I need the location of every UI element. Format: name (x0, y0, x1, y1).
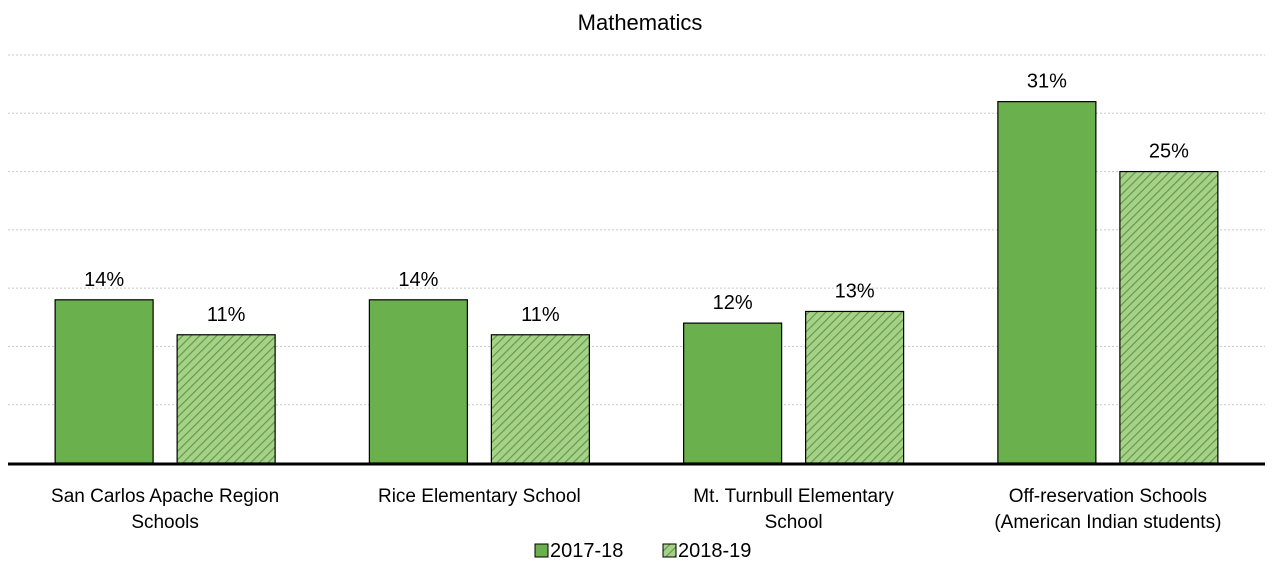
bars (54, 101, 1219, 464)
data-label: 14% (84, 269, 124, 291)
category-label: Rice Elementary School (378, 486, 581, 507)
legend-swatch (534, 543, 549, 558)
data-label: 25% (1149, 141, 1189, 163)
data-label: 11% (207, 304, 246, 326)
category-label: Mt. Turnbull Elementary School (693, 486, 894, 533)
bar-2018-19-0 (176, 334, 276, 464)
category-labels: San Carlos Apache Region Schools Rice Elem… (51, 486, 1221, 533)
legend: 2017-18 2018-19 (534, 540, 751, 562)
data-label: 13% (835, 280, 875, 302)
data-label: 11% (521, 304, 560, 326)
legend-label: 2018-19 (678, 540, 751, 562)
chart-title: Mathematics (578, 10, 703, 35)
legend-swatch (662, 543, 677, 558)
bar-2018-19-1 (490, 334, 590, 464)
data-label: 14% (398, 269, 438, 291)
category-label: San Carlos Apache Region Schools (51, 486, 279, 533)
bar-2018-19-3 (1119, 170, 1219, 464)
bar-2017-18-0 (54, 299, 154, 464)
data-label: 31% (1027, 71, 1067, 93)
bar-2017-18-3 (997, 101, 1097, 464)
legend-label: 2017-18 (550, 540, 623, 562)
category-label: Off-reservation Schools (American Indian … (994, 486, 1221, 533)
data-label: 12% (713, 292, 753, 314)
bar-2017-18-1 (368, 299, 468, 464)
bar-2018-19-2 (805, 310, 905, 464)
bar-2017-18-2 (683, 322, 783, 464)
value-labels: 14% 11% 14% 11% 12% 13% 31% 25% (84, 71, 1189, 326)
